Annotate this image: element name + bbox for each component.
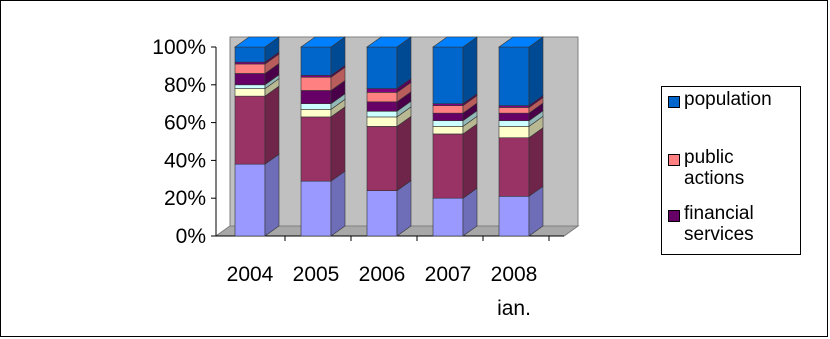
bar-segment	[300, 103, 332, 110]
legend-item-population: population	[668, 89, 802, 110]
legend-swatch-public-actions	[668, 154, 680, 166]
bar-segment	[498, 137, 530, 197]
bar-segment	[234, 163, 266, 237]
y-tick-label: 40%	[164, 149, 206, 172]
legend-label-financial-services: financial services	[684, 203, 754, 245]
x-tick-label: 2008 ian.	[491, 263, 538, 320]
bar-segment	[234, 95, 266, 165]
bar-segment	[366, 190, 398, 237]
bar-segment	[366, 101, 398, 112]
bar-segment	[432, 133, 464, 199]
bar-segment	[498, 46, 530, 106]
bar-segment	[366, 92, 398, 103]
y-tick-label: 20%	[164, 187, 206, 210]
bar-segment	[432, 46, 464, 105]
y-tick-label: 80%	[164, 74, 206, 97]
bar-segment-side	[330, 170, 346, 237]
x-tick-label: 2007	[425, 263, 472, 286]
bar-segment	[432, 126, 464, 135]
bar-top	[498, 36, 544, 48]
bar-segment	[498, 107, 530, 114]
x-tick-label: 2004	[227, 263, 274, 286]
y-tick-label: 0%	[176, 225, 206, 248]
bar-segment	[498, 126, 530, 139]
bar-segment	[366, 46, 398, 89]
bar-segment-side	[330, 106, 346, 182]
bar-segment	[498, 196, 530, 237]
bar-segment-side	[264, 85, 280, 165]
bar-segment-side	[462, 123, 478, 199]
y-tick-label: 100%	[152, 36, 206, 59]
bar-top	[432, 36, 478, 48]
bar-segment-side	[264, 153, 280, 237]
bar-segment-side	[462, 36, 478, 105]
legend-label-population: population	[684, 89, 772, 110]
bar-segment	[432, 120, 464, 127]
bar-segment-side	[396, 115, 412, 192]
bar-segment	[366, 116, 398, 127]
bar-segment-side	[528, 36, 544, 107]
bar-segment	[234, 88, 266, 97]
bar-top	[366, 36, 412, 48]
x-tick-label: 2005	[293, 263, 340, 286]
bar-segment	[498, 120, 530, 127]
bar-segment	[366, 110, 398, 118]
x-tick-label: 2006	[359, 263, 406, 286]
bar-segment-side	[528, 127, 544, 197]
bar-segment	[300, 109, 332, 118]
legend-item-financial-services: financial services	[668, 203, 802, 245]
bar-segment	[234, 46, 266, 63]
bar-top	[300, 36, 346, 48]
chart-legend: population public actions financial serv…	[661, 86, 801, 255]
bar-segment	[366, 126, 398, 191]
legend-item-public-actions: public actions	[668, 147, 802, 189]
bar-segment	[300, 76, 332, 91]
bar-segment	[234, 73, 266, 86]
legend-label-public-actions: public actions	[684, 147, 745, 189]
bar-segment	[234, 63, 266, 74]
bar-segment	[432, 105, 464, 114]
bar-segment	[432, 197, 464, 237]
bar-segment	[300, 180, 332, 237]
bar-segment	[300, 46, 332, 76]
legend-swatch-financial-services	[668, 210, 680, 222]
bar-top	[234, 36, 280, 48]
bar-segment	[366, 88, 398, 93]
bar-segment	[300, 116, 332, 182]
bar-segment	[300, 90, 332, 105]
bar-segment	[234, 84, 266, 89]
y-tick-label: 60%	[164, 112, 206, 135]
bar-segment	[432, 112, 464, 122]
bar-segment	[498, 112, 530, 122]
legend-swatch-population	[668, 96, 680, 108]
